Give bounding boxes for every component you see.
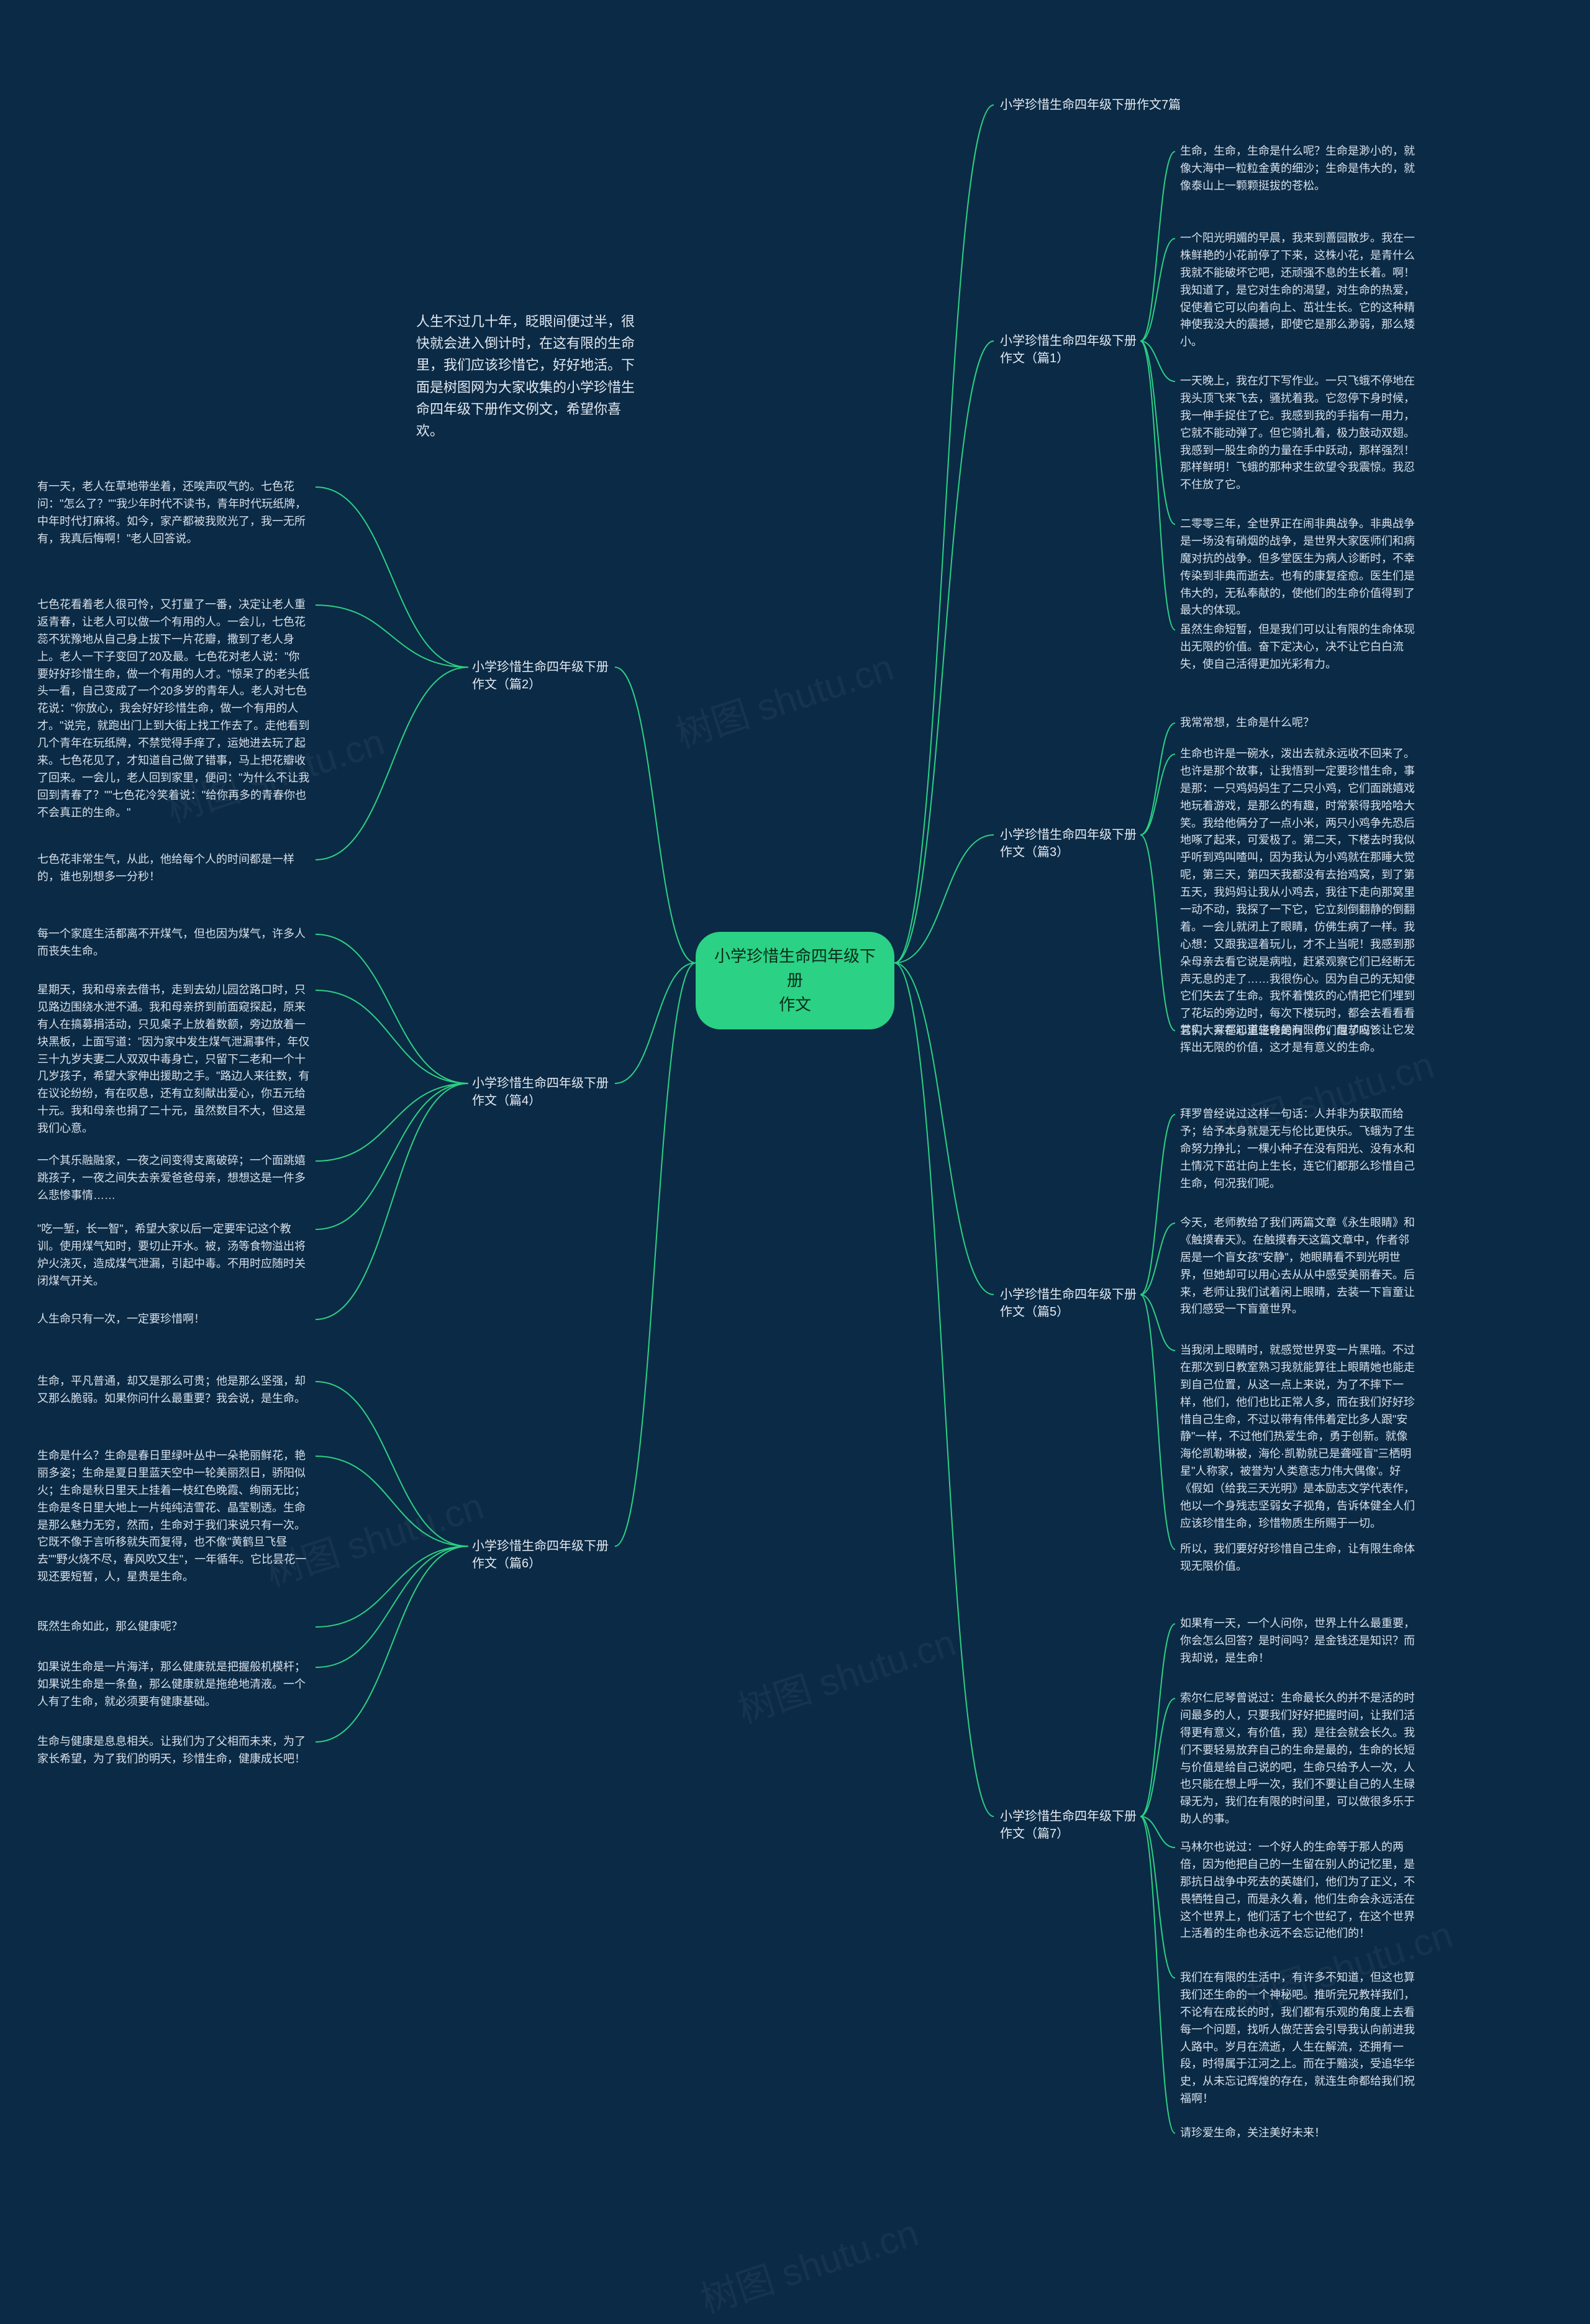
leaf-text: 二零零三年，全世界正在闹非典战争。非典战争是一场没有硝烟的战争，是世界大家医师们…	[1180, 516, 1416, 619]
leaf-text: 星期天，我和母亲去借书，走到去幼儿园岔路口时，只见路边围绕水泄不通。我和母亲挤到…	[37, 982, 311, 1137]
leaf-text: 每一个家庭生活都离不开煤气，但也因为煤气，许多人而丧失生命。	[37, 926, 311, 960]
leaf-text: 一天晚上，我在灯下写作业。一只飞蛾不停地在我头顶飞来飞去，骚扰着我。它忽停下身时…	[1180, 373, 1416, 494]
leaf-text: 今天，老师教给了我们两篇文章《永生眼睛》和《触摸春天》。在触摸春天这篇文章中，作…	[1180, 1214, 1416, 1318]
leaf-text: 一个阳光明媚的早晨，我来到蔷园散步。我在一株鲜艳的小花前停了下来，这株小花，是青…	[1180, 230, 1416, 351]
leaf-text: 虽然生命短暂，但是我们可以让有限的生命体现出无限的价值。奋下定决心，决不让它白白…	[1180, 621, 1416, 673]
branch-label[interactable]: 小学珍惜生命四年级下册作文7篇	[1000, 96, 1181, 114]
leaf-text: 索尔仁尼琴曾说过：生命最长久的并不是活的时间最多的人，只要我们好好把握时间，让我…	[1180, 1690, 1416, 1828]
watermark: 树图 shutu.cn	[730, 1613, 961, 1734]
watermark: 树图 shutu.cn	[668, 637, 899, 759]
leaf-text: 请珍爱生命，关注美好未来！	[1180, 2125, 1416, 2142]
leaf-text: 生命，生命，生命是什么呢？生命是渺小的，就像大海中一粒粒金黄的细沙；生命是伟大的…	[1180, 143, 1416, 195]
leaf-text: 生命是什么？生命是春日里绿叶丛中一朵艳丽鲜花，艳丽多姿；生命是夏日里蓝天空中一轮…	[37, 1447, 311, 1586]
leaf-text: 生命与健康是息息相关。让我们为了父相而未来，为了家长希望，为了我们的明天，珍惜生…	[37, 1733, 311, 1768]
leaf-text: 其实大家都知道生命是有限的，但却应该让它发挥出无限的价值，这才是有意义的生命。	[1180, 1022, 1416, 1057]
branch-label[interactable]: 小学珍惜生命四年级下册作文（篇7）	[1000, 1808, 1137, 1843]
root-node[interactable]: 小学珍惜生命四年级下册 作文	[696, 932, 894, 1029]
leaf-text: 我们在有限的生活中，有许多不知道，但这也算我们还生命的一个神秘吧。推听完兄教祥我…	[1180, 1969, 1416, 2108]
leaf-text: 七色花非常生气，从此，他给每个人的时间都是一样的，谁也别想多一分秒！	[37, 851, 311, 886]
leaf-text: 我常常想，生命是什么呢？	[1180, 714, 1416, 732]
leaf-text: 一个其乐融融家，一夜之间变得支离破碎；一个面跳嬉跳孩子，一夜之间失去亲爱爸爸母亲…	[37, 1152, 311, 1205]
branch-label[interactable]: 小学珍惜生命四年级下册作文（篇2）	[472, 658, 609, 693]
watermark: 树图 shutu.cn	[693, 2203, 924, 2324]
branch-label[interactable]: 小学珍惜生命四年级下册作文（篇1）	[1000, 332, 1137, 367]
leaf-text: 拜罗曾经说过这样一句话：人并非为获取而给予；给予本身就是无与伦比更快乐。飞蛾为了…	[1180, 1106, 1416, 1192]
leaf-text: 既然生命如此，那么健康呢？	[37, 1618, 311, 1636]
leaf-text: 生命也许是一碗水，泼出去就永远收不回来了。也许是那个故事，让我悟到一定要珍惜生命…	[1180, 745, 1416, 1040]
leaf-text: 有一天，老人在草地带坐着，还唉声叹气的。七色花问："怎么了？""我少年时代不读书…	[37, 478, 311, 548]
leaf-text: 如果有一天，一个人问你，世界上什么最重要，你会怎么回答？是时间吗？是金钱还是知识…	[1180, 1615, 1416, 1667]
branch-label[interactable]: 小学珍惜生命四年级下册作文（篇3）	[1000, 826, 1137, 861]
root-title-line2: 作文	[779, 995, 811, 1014]
leaf-text: 所以，我们要好好珍惜自己生命，让有限生命体现无限价值。	[1180, 1541, 1416, 1575]
branch-label[interactable]: 小学珍惜生命四年级下册作文（篇6）	[472, 1538, 609, 1572]
leaf-text: "吃一堑，长一智"，希望大家以后一定要牢记这个教训。使用煤气知时，要切止开水。被…	[37, 1221, 311, 1290]
leaf-text: 如果说生命是一片海洋，那么健康就是把握般机模杆；如果说生命是一条鱼，那么健康就是…	[37, 1659, 311, 1711]
root-title-line1: 小学珍惜生命四年级下册	[714, 947, 876, 990]
intro-text: 人生不过几十年，眨眼间便过半，很快就会进入倒计时，在这有限的生命里，我们应该珍惜…	[416, 311, 640, 442]
branch-label[interactable]: 小学珍惜生命四年级下册作文（篇4）	[472, 1075, 609, 1110]
leaf-text: 当我闭上眼睛时，就感觉世界变一片黑暗。不过在那次到日教室熟习我就能算往上眼睛她也…	[1180, 1342, 1416, 1533]
leaf-text: 马林尔也说过：一个好人的生命等于那人的两倍，因为他把自己的一生留在别人的记忆里，…	[1180, 1839, 1416, 1943]
leaf-text: 七色花看着老人很可怜，又打量了一番，决定让老人重返青春，让老人可以做一个有用的人…	[37, 596, 311, 822]
branch-label[interactable]: 小学珍惜生命四年级下册作文（篇5）	[1000, 1286, 1137, 1321]
leaf-text: 生命，平凡普通，却又是那么可贵；他是那么坚强，却又那么脆弱。如果你问什么最重要？…	[37, 1373, 311, 1408]
leaf-text: 人生命只有一次，一定要珍惜啊！	[37, 1311, 311, 1328]
